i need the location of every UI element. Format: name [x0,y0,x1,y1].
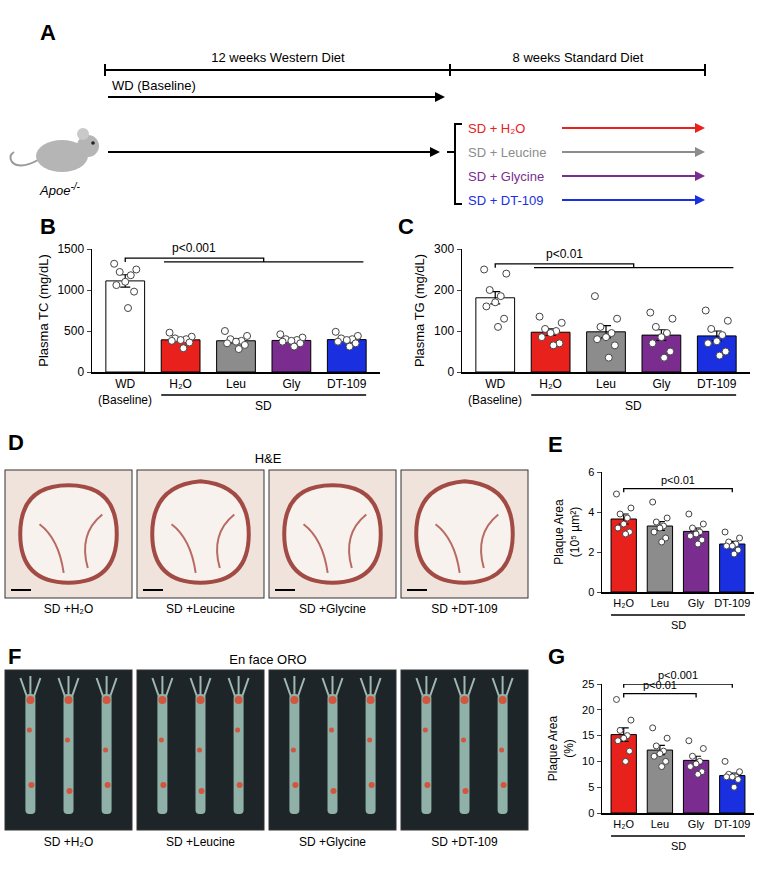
svg-text:H₂O: H₂O [613,597,634,609]
svg-text:SD +H₂O: SD +H₂O [44,835,94,849]
svg-text:5: 5 [588,781,594,793]
svg-text:Gly: Gly [282,377,300,391]
svg-text:WD (Baseline): WD (Baseline) [112,78,196,93]
svg-text:A: A [40,20,56,45]
svg-text:Plasma TC (mg/dL): Plasma TC (mg/dL) [36,254,51,366]
svg-text:SD +Glycine: SD +Glycine [299,835,366,849]
svg-text:SD + Leucine: SD + Leucine [468,145,546,160]
svg-text:DT-109: DT-109 [697,377,737,391]
svg-text:Leu: Leu [596,377,616,391]
svg-text:Leu: Leu [651,818,669,830]
svg-text:B: B [40,214,56,239]
svg-text:H₂O: H₂O [613,818,634,830]
svg-text:SD: SD [625,399,642,413]
svg-text:H&E: H&E [255,451,282,466]
svg-text:SD +DT-109: SD +DT-109 [431,835,498,849]
svg-text:SD +Glycine: SD +Glycine [299,602,366,616]
svg-text:0: 0 [588,807,594,819]
svg-text:SD + H₂O: SD + H₂O [468,121,525,136]
svg-text:F: F [8,644,21,669]
svg-text:100: 100 [434,324,454,338]
svg-text:p<0.01: p<0.01 [546,247,583,261]
svg-text:SD + DT-109: SD + DT-109 [468,193,544,208]
svg-text:4: 4 [588,506,594,518]
svg-text:DT-109: DT-109 [714,597,750,609]
svg-text:SD +H₂O: SD +H₂O [44,602,94,616]
svg-text:SD +Leucine: SD +Leucine [166,835,235,849]
svg-text:SD +DT-109: SD +DT-109 [431,602,498,616]
svg-text:1000: 1000 [57,283,84,297]
svg-text:SD: SD [255,399,272,413]
svg-text:Plaque Area(10⁵ µm²): Plaque Area(10⁵ µm²) [552,499,582,565]
svg-text:Gly: Gly [652,377,670,391]
svg-text:E: E [548,432,563,457]
svg-text:6: 6 [588,466,594,478]
svg-text:WD: WD [115,377,135,391]
svg-text:SD: SD [671,840,686,852]
svg-text:0: 0 [447,365,454,379]
svg-text:C: C [398,214,414,239]
svg-text:En face ORO: En face ORO [229,652,306,667]
svg-text:Leu: Leu [226,377,246,391]
svg-text:Plaque Area(%): Plaque Area(%) [546,715,576,781]
svg-text:SD + Glycine: SD + Glycine [468,169,544,184]
svg-text:p<0.01: p<0.01 [661,474,695,486]
svg-text:12 weeks Western Diet: 12 weeks Western Diet [211,50,345,65]
svg-text:p<0.001: p<0.001 [658,669,698,681]
svg-text:p<0.01: p<0.01 [643,679,677,691]
svg-text:Gly: Gly [688,818,705,830]
svg-text:D: D [8,430,24,455]
svg-text:H₂O: H₂O [539,377,562,391]
svg-text:G: G [548,644,565,669]
svg-text:Apoe-/-: Apoe-/- [39,181,80,198]
svg-text:SD: SD [671,619,686,631]
svg-text:DT-109: DT-109 [714,818,750,830]
svg-text:15: 15 [582,729,594,741]
svg-text:8 weeks Standard Diet: 8 weeks Standard Diet [513,50,644,65]
svg-text:0: 0 [588,586,594,598]
svg-text:H₂O: H₂O [169,377,192,391]
svg-text:p<0.001: p<0.001 [172,241,216,255]
svg-text:10: 10 [582,755,594,767]
svg-text:(Baseline): (Baseline) [468,393,522,407]
svg-text:300: 300 [434,242,454,256]
svg-text:SD +Leucine: SD +Leucine [166,602,235,616]
svg-text:DT-109: DT-109 [327,377,367,391]
svg-text:25: 25 [582,678,594,690]
svg-text:Leu: Leu [651,597,669,609]
svg-text:WD: WD [485,377,505,391]
svg-text:200: 200 [434,283,454,297]
svg-text:Plasma TG (mg/dL): Plasma TG (mg/dL) [412,254,427,367]
svg-text:2: 2 [588,546,594,558]
svg-text:1500: 1500 [57,242,84,256]
svg-text:(Baseline): (Baseline) [98,393,152,407]
svg-text:20: 20 [582,704,594,716]
svg-text:0: 0 [77,365,84,379]
svg-text:Gly: Gly [688,597,705,609]
svg-text:500: 500 [64,324,84,338]
